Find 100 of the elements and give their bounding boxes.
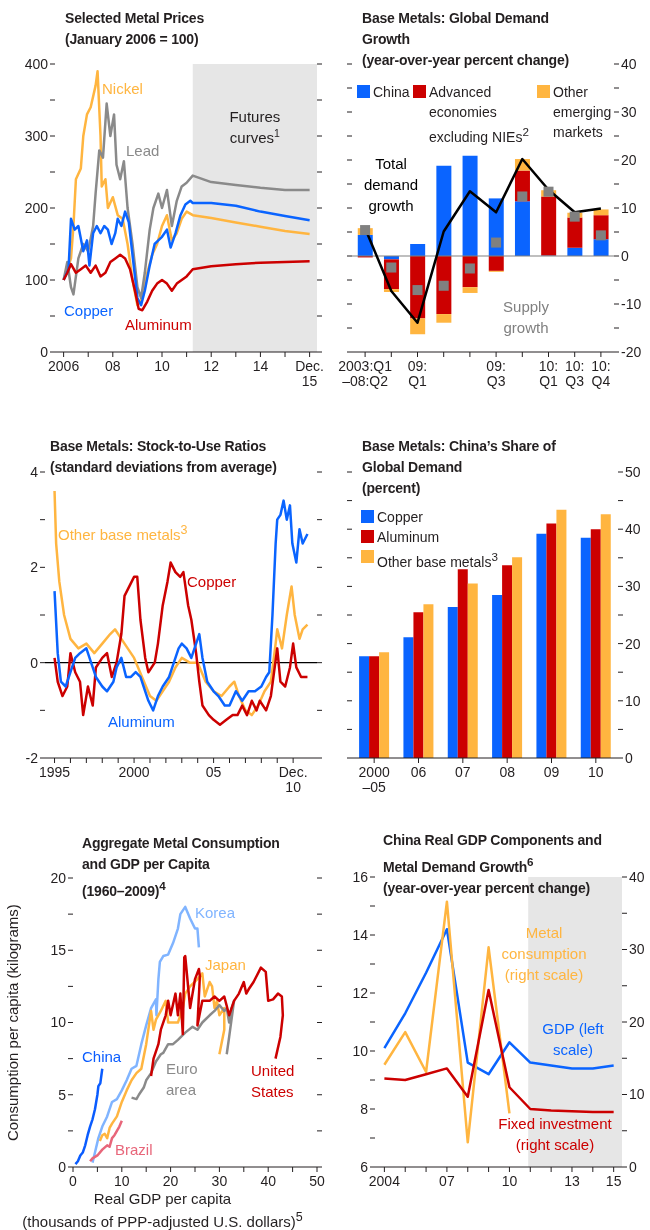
chart-subtitle: (1960–2009)$^{4}$	[82, 878, 167, 901]
x-tick-label: 10	[588, 763, 604, 780]
x-tick-label: 20	[162, 1172, 179, 1189]
x-tick-label: 12	[203, 357, 220, 374]
x-tick-label: 2000 –05	[358, 763, 390, 796]
y-tick-label: 400	[24, 55, 49, 72]
chart-title: China Real GDP Components and Metal Demand Growth$^{6}$	[383, 831, 603, 877]
series-label: Lead	[126, 141, 160, 161]
x-tick-label: 13	[564, 1172, 580, 1189]
x-tick-label: 10	[501, 1172, 518, 1189]
x-tick-label: 09	[543, 763, 560, 780]
x-tick-label: 09: Q3	[486, 357, 506, 390]
x-tick-label: 2006	[48, 357, 80, 374]
x-tick-label: 08	[499, 763, 516, 780]
chart-title: Base Metals: Global Demand Growth	[362, 9, 550, 49]
y-tick-label: 100	[24, 271, 49, 288]
series-label: Aluminum	[108, 712, 175, 732]
y-tick-label: 0	[58, 1158, 67, 1175]
y-tick-label: 200	[24, 199, 49, 216]
x-tick-label: Dec. 15	[295, 357, 325, 390]
legend-label: Advanced economies excluding NIEs$^{2}$	[429, 83, 530, 147]
legend-label: China	[373, 83, 410, 102]
legend-label: Copper	[377, 508, 423, 527]
band-label: Futures curves$^{1}$	[229, 108, 281, 146]
y-tick-label: 14	[352, 926, 369, 943]
y-tick-label: 5	[58, 1086, 67, 1103]
x-tick-label: 05	[205, 763, 222, 780]
y-tick-label: -10	[621, 295, 642, 312]
chart-subtitle: (standard deviations from average)	[50, 458, 278, 477]
y-tick-label: 16	[352, 868, 369, 885]
y-tick-label: 0	[40, 343, 49, 360]
legend-label: Other emerging markets	[553, 83, 613, 142]
y-tick-label: -20	[621, 343, 642, 360]
y-tick-label: 0	[30, 654, 39, 671]
y-tick-label: 0	[621, 247, 629, 264]
series-label: Other base metals$^{3}$	[58, 522, 188, 545]
x-tick-label: 50	[309, 1172, 325, 1189]
x-tick-label: 2003:Q1 –08:Q2	[338, 357, 393, 390]
y-tick-label: 300	[24, 127, 49, 144]
chart-title: Selected Metal Prices	[65, 9, 205, 28]
x-tick-label: 08	[105, 357, 121, 374]
x-tick-label: 14	[252, 357, 269, 374]
y-tick-label: 10	[50, 1014, 67, 1031]
y-axis-title: Consumption per capita (kilograms)	[4, 903, 22, 1143]
x-tick-label: 15	[605, 1172, 622, 1189]
y-tick-label: 6	[360, 1158, 369, 1175]
series-label: Fixed investment (right scale)	[497, 1114, 613, 1155]
y-tick-label: 50	[625, 463, 641, 480]
y-tick-label: 40	[625, 521, 641, 538]
x-tick-label: 2000	[118, 763, 150, 780]
chart-subtitle: (year-over-year percent change)	[362, 51, 570, 70]
y-tick-label: 40	[621, 55, 637, 72]
series-label: Nickel	[102, 79, 143, 99]
x-tick-label: 10	[154, 357, 171, 374]
series-label: Copper	[64, 301, 114, 321]
y-tick-label: 15	[50, 942, 67, 959]
series-label: GDP (left scale)	[541, 1019, 605, 1060]
y-tick-label: 20	[625, 635, 641, 652]
chart-subtitle: (year-over-year percent change)	[383, 878, 591, 898]
y-tick-label: 4	[30, 463, 39, 480]
chart-title: Aggregate Metal Consumption and GDP per Capita	[82, 834, 281, 874]
y-tick-label: 2	[30, 559, 39, 576]
y-tick-label: 30	[625, 578, 641, 595]
series-label: Brazil	[115, 1140, 153, 1160]
series-label: Euro area	[166, 1059, 199, 1100]
x-tick-label: 06	[410, 763, 427, 780]
text: (percent)	[362, 479, 422, 498]
series-label: Japan	[205, 955, 246, 975]
legend-label: Other base metals$^{3}$	[377, 549, 498, 572]
y-tick-label: 12	[352, 984, 369, 1001]
y-tick-label: 10	[625, 692, 641, 709]
y-tick-label: 0	[625, 749, 633, 766]
y-tick-label: 20	[621, 151, 637, 168]
y-tick-label: 30	[621, 103, 637, 120]
x-tick-label: 10	[114, 1172, 130, 1189]
chart-subtitle: (January 2006 = 100)	[65, 30, 200, 49]
series-label: Copper	[187, 572, 237, 592]
series-label: Total demand growth	[362, 154, 420, 216]
series-label: Metal consumption (right scale)	[500, 923, 588, 985]
x-tick-label: 07	[439, 1172, 455, 1189]
series-label: Korea	[195, 903, 236, 923]
chart-title: Base Metals: China’s Share of Global Demand	[362, 437, 557, 477]
y-tick-label: 10	[352, 1042, 369, 1059]
y-tick-label: 8	[360, 1100, 369, 1117]
x-tick-label: 1995	[38, 763, 71, 780]
x-tick-label: 09: Q1	[407, 357, 428, 390]
series-label: China	[82, 1047, 122, 1067]
series-label: United States	[251, 1061, 296, 1102]
y-tick-label: 20	[50, 869, 67, 886]
series-label: Aluminum	[125, 315, 192, 335]
x-tick-label: 10: Q3	[564, 357, 585, 390]
legend-label: Aluminum	[377, 528, 440, 547]
x-tick-label: 40	[260, 1172, 277, 1189]
x-tick-label: 2004	[368, 1172, 401, 1189]
x-tick-label: Dec. 10	[278, 763, 308, 796]
x-axis-title: Real GDP per capita (thousands of PPP-adjusted U.S. dollars)$^{5}$	[21, 1190, 304, 1230]
x-tick-label: 07	[455, 763, 471, 780]
chart-title: Base Metals: Stock-to-Use Ratios	[50, 437, 268, 456]
x-tick-label: 10: Q4	[591, 357, 611, 390]
x-tick-label: 30	[211, 1172, 228, 1189]
